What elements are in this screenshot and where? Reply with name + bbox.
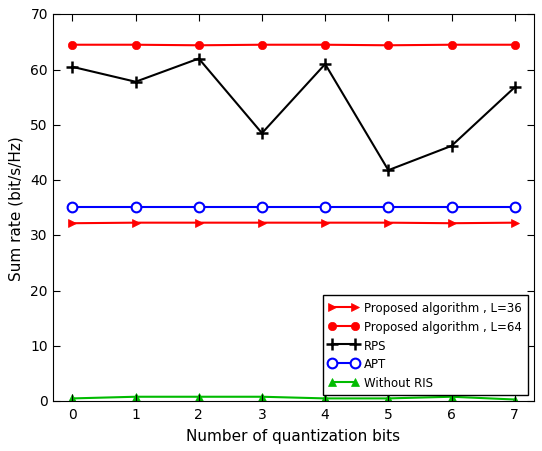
Line: APT: APT <box>68 202 520 212</box>
RPS <box>259 131 265 137</box>
Line: Proposed algorithm , L=64: Proposed algorithm , L=64 <box>68 41 519 51</box>
Proposed algorithm , L=64 <box>512 43 518 48</box>
Line: Proposed algorithm , L=36: Proposed algorithm , L=36 <box>68 219 519 228</box>
Legend: Proposed algorithm , L=36, Proposed algorithm , L=64, RPS, APT, Without RIS: Proposed algorithm , L=36, Proposed algo… <box>322 295 528 396</box>
APT <box>512 204 518 210</box>
APT <box>69 204 76 210</box>
Proposed algorithm , L=64 <box>196 43 202 49</box>
APT <box>132 204 139 210</box>
Without RIS <box>512 397 518 402</box>
APT <box>448 204 455 210</box>
Without RIS <box>259 394 265 400</box>
Without RIS <box>385 396 391 401</box>
Without RIS <box>132 394 139 400</box>
Proposed algorithm , L=36 <box>512 221 518 226</box>
APT <box>196 204 202 210</box>
Proposed algorithm , L=64 <box>322 43 328 48</box>
APT <box>322 204 328 210</box>
RPS <box>448 144 455 149</box>
APT <box>259 204 265 210</box>
RPS <box>196 57 202 62</box>
Proposed algorithm , L=36 <box>132 221 139 226</box>
Proposed algorithm , L=36 <box>196 221 202 226</box>
Proposed algorithm , L=64 <box>259 43 265 48</box>
Line: Without RIS: Without RIS <box>68 393 519 404</box>
APT <box>385 204 391 210</box>
Proposed algorithm , L=64 <box>132 43 139 48</box>
Without RIS <box>448 394 455 400</box>
RPS <box>69 65 76 70</box>
Proposed algorithm , L=36 <box>385 221 391 226</box>
Line: RPS: RPS <box>66 53 521 177</box>
Without RIS <box>69 396 76 401</box>
Proposed algorithm , L=36 <box>322 221 328 226</box>
Without RIS <box>196 394 202 400</box>
Proposed algorithm , L=64 <box>448 43 455 48</box>
Without RIS <box>322 396 328 401</box>
Proposed algorithm , L=64 <box>69 43 76 48</box>
X-axis label: Number of quantization bits: Number of quantization bits <box>186 428 401 443</box>
RPS <box>322 62 328 68</box>
Y-axis label: Sum rate (bit/s/Hz): Sum rate (bit/s/Hz) <box>8 136 23 281</box>
RPS <box>512 85 518 91</box>
Proposed algorithm , L=36 <box>448 221 455 226</box>
Proposed algorithm , L=64 <box>385 43 391 49</box>
Proposed algorithm , L=36 <box>259 221 265 226</box>
RPS <box>132 80 139 85</box>
Proposed algorithm , L=36 <box>69 221 76 226</box>
RPS <box>385 168 391 174</box>
